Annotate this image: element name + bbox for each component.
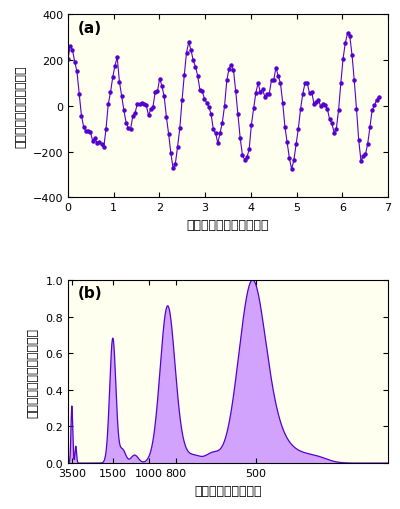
Y-axis label: フーリエ強度（任意単位）: フーリエ強度（任意単位）: [27, 327, 40, 417]
Text: (a): (a): [78, 21, 102, 36]
X-axis label: 信号周期（アト秒）: 信号周期（アト秒）: [194, 484, 262, 497]
Y-axis label: 信号変化量（任意単位）: 信号変化量（任意単位）: [14, 66, 27, 148]
Text: (b): (b): [78, 286, 102, 301]
X-axis label: 遅延時間（フェムト秒）: 遅延時間（フェムト秒）: [187, 218, 269, 232]
